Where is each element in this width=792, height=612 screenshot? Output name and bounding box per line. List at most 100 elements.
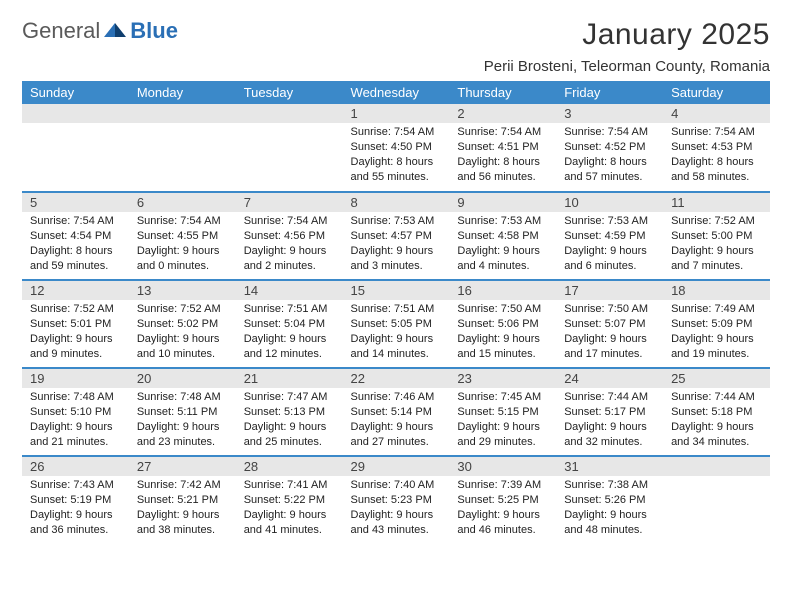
- daylight-line-2: and 7 minutes.: [671, 259, 762, 274]
- calendar-cell: 12Sunrise: 7:52 AMSunset: 5:01 PMDayligh…: [22, 280, 129, 368]
- sunrise-line: Sunrise: 7:39 AM: [457, 478, 548, 493]
- daylight-line-1: Daylight: 9 hours: [244, 244, 335, 259]
- daylight-line-2: and 15 minutes.: [457, 347, 548, 362]
- sunset-line: Sunset: 5:11 PM: [137, 405, 228, 420]
- day-number: 11: [663, 193, 770, 212]
- calendar-cell: 16Sunrise: 7:50 AMSunset: 5:06 PMDayligh…: [449, 280, 556, 368]
- day-number: 28: [236, 457, 343, 476]
- daylight-line-2: and 32 minutes.: [564, 435, 655, 450]
- logo-mark-icon: [104, 18, 126, 44]
- sunset-line: Sunset: 5:01 PM: [30, 317, 121, 332]
- day-details: Sunrise: 7:54 AMSunset: 4:55 PMDaylight:…: [129, 212, 236, 277]
- daylight-line-1: Daylight: 9 hours: [564, 244, 655, 259]
- sunset-line: Sunset: 4:55 PM: [137, 229, 228, 244]
- day-number-empty: [129, 104, 236, 123]
- calendar-cell: [663, 456, 770, 544]
- sunset-line: Sunset: 5:00 PM: [671, 229, 762, 244]
- day-details: Sunrise: 7:47 AMSunset: 5:13 PMDaylight:…: [236, 388, 343, 453]
- day-number: 21: [236, 369, 343, 388]
- calendar-head: SundayMondayTuesdayWednesdayThursdayFrid…: [22, 81, 770, 104]
- sunset-line: Sunset: 5:13 PM: [244, 405, 335, 420]
- daylight-line-1: Daylight: 9 hours: [457, 332, 548, 347]
- day-details: Sunrise: 7:51 AMSunset: 5:05 PMDaylight:…: [343, 300, 450, 365]
- daylight-line-1: Daylight: 9 hours: [564, 332, 655, 347]
- daylight-line-2: and 3 minutes.: [351, 259, 442, 274]
- sunrise-line: Sunrise: 7:54 AM: [564, 125, 655, 140]
- daylight-line-1: Daylight: 9 hours: [244, 508, 335, 523]
- daylight-line-1: Daylight: 8 hours: [564, 155, 655, 170]
- day-number: 16: [449, 281, 556, 300]
- calendar-cell: 24Sunrise: 7:44 AMSunset: 5:17 PMDayligh…: [556, 368, 663, 456]
- day-details: Sunrise: 7:48 AMSunset: 5:11 PMDaylight:…: [129, 388, 236, 453]
- daylight-line-1: Daylight: 9 hours: [137, 332, 228, 347]
- day-number: 29: [343, 457, 450, 476]
- day-number: 23: [449, 369, 556, 388]
- logo-word2: Blue: [130, 18, 178, 44]
- calendar-cell: 11Sunrise: 7:52 AMSunset: 5:00 PMDayligh…: [663, 192, 770, 280]
- sunrise-line: Sunrise: 7:44 AM: [671, 390, 762, 405]
- calendar-week: 12Sunrise: 7:52 AMSunset: 5:01 PMDayligh…: [22, 280, 770, 368]
- sunrise-line: Sunrise: 7:49 AM: [671, 302, 762, 317]
- day-details: Sunrise: 7:44 AMSunset: 5:17 PMDaylight:…: [556, 388, 663, 453]
- sunset-line: Sunset: 4:57 PM: [351, 229, 442, 244]
- calendar-cell: 31Sunrise: 7:38 AMSunset: 5:26 PMDayligh…: [556, 456, 663, 544]
- calendar-cell: 10Sunrise: 7:53 AMSunset: 4:59 PMDayligh…: [556, 192, 663, 280]
- logo: General Blue: [22, 18, 178, 44]
- daylight-line-1: Daylight: 9 hours: [457, 508, 548, 523]
- sunrise-line: Sunrise: 7:48 AM: [137, 390, 228, 405]
- calendar-week: 5Sunrise: 7:54 AMSunset: 4:54 PMDaylight…: [22, 192, 770, 280]
- day-details: Sunrise: 7:54 AMSunset: 4:56 PMDaylight:…: [236, 212, 343, 277]
- sunrise-line: Sunrise: 7:46 AM: [351, 390, 442, 405]
- daylight-line-1: Daylight: 9 hours: [457, 420, 548, 435]
- day-details: Sunrise: 7:40 AMSunset: 5:23 PMDaylight:…: [343, 476, 450, 541]
- daylight-line-2: and 38 minutes.: [137, 523, 228, 538]
- daylight-line-2: and 46 minutes.: [457, 523, 548, 538]
- sunset-line: Sunset: 4:50 PM: [351, 140, 442, 155]
- calendar-cell: [129, 104, 236, 192]
- calendar-cell: 2Sunrise: 7:54 AMSunset: 4:51 PMDaylight…: [449, 104, 556, 192]
- daylight-line-1: Daylight: 8 hours: [30, 244, 121, 259]
- sunset-line: Sunset: 5:09 PM: [671, 317, 762, 332]
- daylight-line-2: and 34 minutes.: [671, 435, 762, 450]
- day-number: 13: [129, 281, 236, 300]
- daylight-line-2: and 57 minutes.: [564, 170, 655, 185]
- daylight-line-2: and 59 minutes.: [30, 259, 121, 274]
- daylight-line-2: and 23 minutes.: [137, 435, 228, 450]
- day-details: Sunrise: 7:48 AMSunset: 5:10 PMDaylight:…: [22, 388, 129, 453]
- daylight-line-2: and 43 minutes.: [351, 523, 442, 538]
- daylight-line-2: and 2 minutes.: [244, 259, 335, 274]
- day-details: Sunrise: 7:54 AMSunset: 4:52 PMDaylight:…: [556, 123, 663, 188]
- daylight-line-1: Daylight: 9 hours: [244, 420, 335, 435]
- day-details: Sunrise: 7:39 AMSunset: 5:25 PMDaylight:…: [449, 476, 556, 541]
- location-line: Perii Brosteni, Teleorman County, Romani…: [22, 58, 770, 75]
- sunset-line: Sunset: 4:52 PM: [564, 140, 655, 155]
- day-details: Sunrise: 7:54 AMSunset: 4:50 PMDaylight:…: [343, 123, 450, 188]
- daylight-line-1: Daylight: 9 hours: [671, 244, 762, 259]
- sunset-line: Sunset: 5:14 PM: [351, 405, 442, 420]
- calendar-cell: [22, 104, 129, 192]
- daylight-line-1: Daylight: 9 hours: [351, 508, 442, 523]
- daylight-line-2: and 25 minutes.: [244, 435, 335, 450]
- daylight-line-1: Daylight: 9 hours: [137, 244, 228, 259]
- day-details: Sunrise: 7:53 AMSunset: 4:58 PMDaylight:…: [449, 212, 556, 277]
- day-number: 22: [343, 369, 450, 388]
- day-number: 10: [556, 193, 663, 212]
- day-number: 12: [22, 281, 129, 300]
- daylight-line-1: Daylight: 9 hours: [671, 332, 762, 347]
- weekday-header: Friday: [556, 81, 663, 104]
- sunset-line: Sunset: 4:59 PM: [564, 229, 655, 244]
- daylight-line-2: and 29 minutes.: [457, 435, 548, 450]
- daylight-line-1: Daylight: 9 hours: [351, 420, 442, 435]
- sunset-line: Sunset: 4:53 PM: [671, 140, 762, 155]
- calendar-cell: 20Sunrise: 7:48 AMSunset: 5:11 PMDayligh…: [129, 368, 236, 456]
- sunrise-line: Sunrise: 7:38 AM: [564, 478, 655, 493]
- day-details: Sunrise: 7:50 AMSunset: 5:07 PMDaylight:…: [556, 300, 663, 365]
- calendar-cell: 15Sunrise: 7:51 AMSunset: 5:05 PMDayligh…: [343, 280, 450, 368]
- calendar-cell: 4Sunrise: 7:54 AMSunset: 4:53 PMDaylight…: [663, 104, 770, 192]
- logo-word1: General: [22, 18, 100, 44]
- weekday-header: Sunday: [22, 81, 129, 104]
- day-details: Sunrise: 7:42 AMSunset: 5:21 PMDaylight:…: [129, 476, 236, 541]
- calendar-cell: 18Sunrise: 7:49 AMSunset: 5:09 PMDayligh…: [663, 280, 770, 368]
- calendar-cell: 25Sunrise: 7:44 AMSunset: 5:18 PMDayligh…: [663, 368, 770, 456]
- sunset-line: Sunset: 5:15 PM: [457, 405, 548, 420]
